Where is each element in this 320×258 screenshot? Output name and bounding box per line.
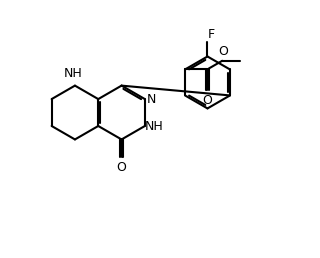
Text: O: O [218,45,228,58]
Text: N: N [147,93,156,106]
Text: O: O [116,161,126,174]
Text: NH: NH [144,120,163,133]
Text: F: F [208,28,215,41]
Text: O: O [202,94,212,107]
Text: NH: NH [64,67,83,80]
